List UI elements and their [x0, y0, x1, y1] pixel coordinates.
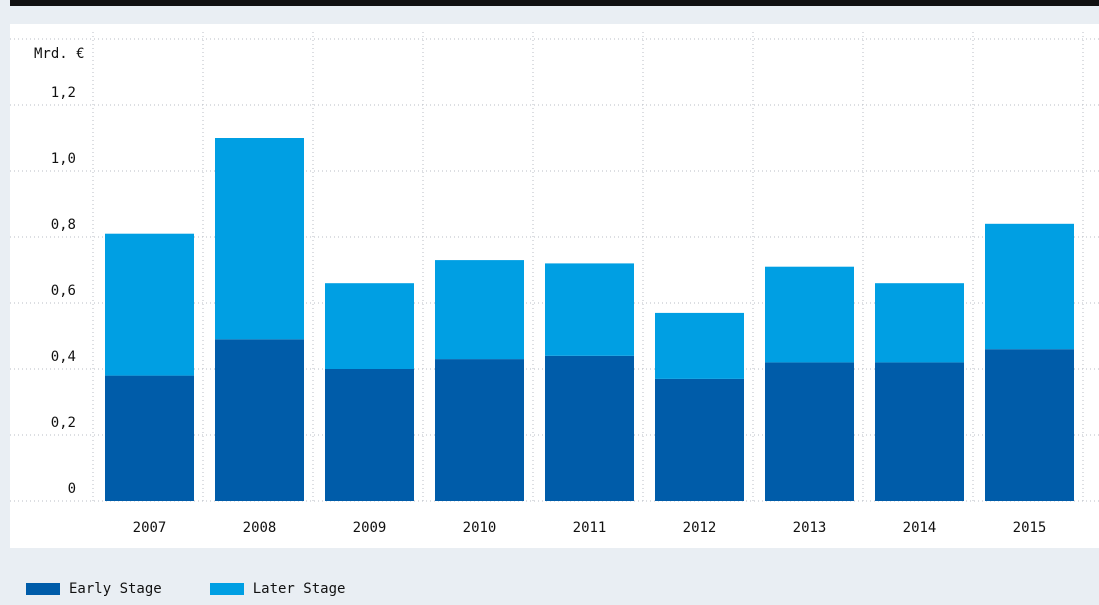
y-tick-label: 1,2	[51, 85, 76, 101]
bar-later-stage-2015	[985, 223, 1074, 350]
y-tick-label: 0,2	[51, 415, 76, 431]
x-tick-label: 2012	[683, 520, 717, 536]
bar-later-stage-2014	[875, 283, 964, 363]
bar-later-stage-2010	[435, 260, 524, 360]
legend-swatch-early-stage	[26, 583, 60, 595]
bar-later-stage-2008	[215, 138, 304, 340]
legend-item-early-stage: Early Stage	[26, 581, 162, 597]
x-tick-label: 2013	[793, 520, 827, 536]
bar-early-stage-2011	[545, 355, 634, 501]
x-tick-label: 2015	[1013, 520, 1047, 536]
x-tick-label: 2007	[133, 520, 167, 536]
bar-early-stage-2012	[655, 378, 744, 501]
legend-label-early-stage: Early Stage	[69, 581, 162, 597]
y-tick-label: 0	[68, 481, 76, 497]
y-axis-unit-label: Mrd. €	[34, 46, 85, 62]
bar-early-stage-2015	[985, 349, 1074, 501]
bar-early-stage-2014	[875, 362, 964, 501]
y-tick-label: 0,4	[51, 349, 76, 365]
bar-early-stage-2007	[105, 375, 194, 501]
bar-later-stage-2009	[325, 283, 414, 369]
x-tick-label: 2014	[903, 520, 937, 536]
legend-swatch-later-stage	[209, 583, 244, 595]
x-tick-label: 2009	[353, 520, 387, 536]
top-rule	[10, 0, 1099, 6]
legend-item-later-stage: Later Stage	[209, 581, 346, 597]
bar-later-stage-2012	[655, 312, 744, 379]
bar-early-stage-2013	[765, 362, 854, 501]
x-tick-label: 2008	[243, 520, 277, 536]
bar-chart: 0 0,2 0,4 0,6 0,8 1,0 1,2 2007 2008 2009 2010 2011…	[10, 32, 1099, 536]
x-tick-label: 2011	[573, 520, 607, 536]
legend: Early Stage Later Stage	[26, 578, 393, 600]
bars	[105, 138, 1074, 501]
bar-later-stage-2013	[765, 266, 854, 363]
bar-early-stage-2010	[435, 359, 524, 501]
y-tick-label: 0,6	[51, 283, 76, 299]
x-axis-ticks: 2007 2008 2009 2010 2011 2012 2013 2014 2015	[133, 520, 1047, 536]
y-axis-ticks: 0 0,2 0,4 0,6 0,8 1,0 1,2	[51, 85, 76, 497]
bar-later-stage-2007	[105, 233, 194, 376]
y-tick-label: 0,8	[51, 217, 76, 233]
bar-later-stage-2011	[545, 263, 634, 356]
legend-label-later-stage: Later Stage	[252, 581, 346, 597]
bar-early-stage-2008	[215, 339, 304, 501]
bar-early-stage-2009	[325, 369, 414, 501]
y-tick-label: 1,0	[51, 151, 76, 167]
plot-panel: 0 0,2 0,4 0,6 0,8 1,0 1,2 2007 2008 2009 2010 2011…	[10, 24, 1099, 548]
x-tick-label: 2010	[463, 520, 497, 536]
